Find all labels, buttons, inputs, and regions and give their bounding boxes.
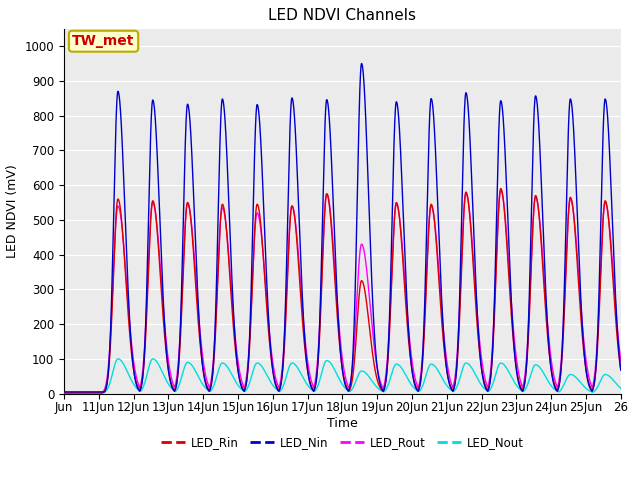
LED_Rout — [79, 390, 87, 396]
X-axis label: Time: Time — [327, 417, 358, 430]
LED_Rin — [79, 390, 87, 396]
LED_Rout — [385, 340, 392, 346]
Line: LED_Rout: LED_Rout — [64, 191, 621, 393]
LED_Nout — [274, 388, 282, 394]
LED_Nin — [617, 367, 625, 373]
LED_Rin — [399, 267, 407, 273]
LED_Nin — [485, 386, 493, 392]
LED_Nin — [79, 389, 87, 395]
Line: LED_Nout: LED_Nout — [64, 359, 621, 393]
LED_Rin — [485, 385, 493, 391]
LED_Nout — [322, 358, 330, 364]
LED_Rin — [385, 350, 392, 356]
LED_Nout — [114, 356, 122, 362]
LED_Nin — [322, 105, 330, 111]
LED_Rout — [322, 195, 330, 201]
LED_Rout — [399, 259, 407, 265]
LED_Rin — [274, 386, 282, 392]
LED_Nin — [60, 389, 68, 395]
Text: TW_met: TW_met — [72, 34, 135, 48]
Title: LED NDVI Channels: LED NDVI Channels — [268, 9, 417, 24]
LED_Rout — [497, 188, 504, 193]
LED_Rout — [617, 358, 625, 363]
LED_Rout — [485, 382, 493, 387]
LED_Rin — [497, 186, 504, 192]
LED_Rout — [274, 383, 282, 388]
LED_Nin — [358, 60, 365, 66]
LED_Nout — [79, 390, 87, 396]
LED_Nout — [485, 388, 493, 394]
LED_Nout — [400, 368, 408, 374]
LED_Nout — [617, 385, 625, 391]
LED_Rin — [617, 367, 625, 372]
LED_Rin — [322, 196, 330, 202]
LED_Nin — [385, 340, 392, 346]
Line: LED_Rin: LED_Rin — [64, 189, 621, 393]
LED_Nout — [385, 381, 392, 387]
Line: LED_Nin: LED_Nin — [64, 63, 621, 392]
LED_Rout — [60, 390, 68, 396]
LED_Nin — [400, 221, 408, 227]
LED_Nin — [274, 387, 282, 393]
Legend: LED_Rin, LED_Nin, LED_Rout, LED_Nout: LED_Rin, LED_Nin, LED_Rout, LED_Nout — [156, 431, 529, 454]
Y-axis label: LED NDVI (mV): LED NDVI (mV) — [6, 164, 19, 258]
LED_Nout — [60, 390, 68, 396]
LED_Rin — [60, 390, 68, 396]
